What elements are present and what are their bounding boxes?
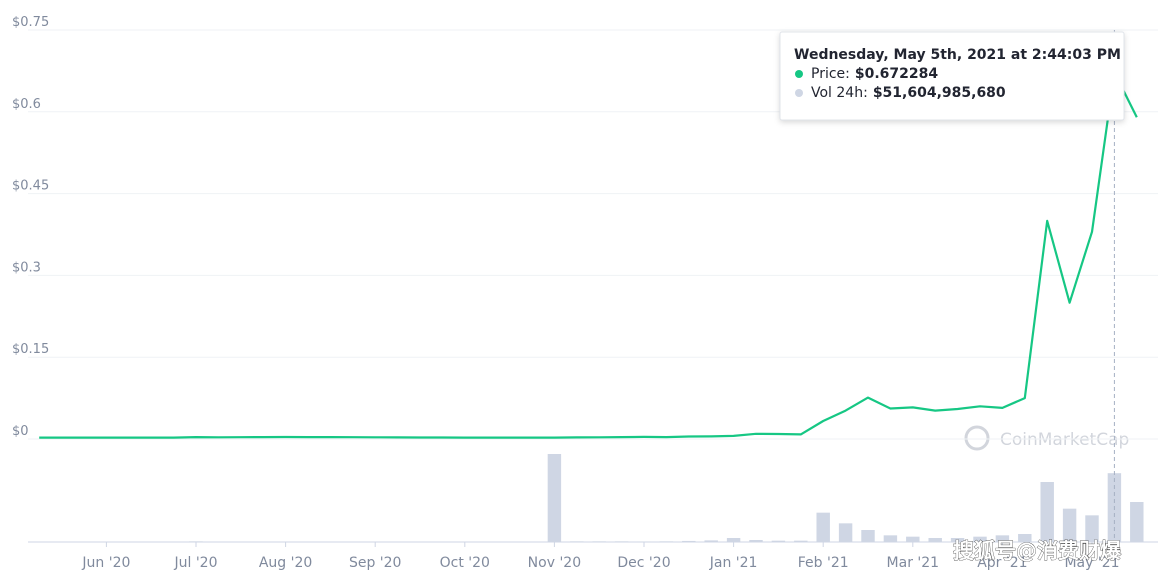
volume-bar xyxy=(614,541,629,542)
volume-bar xyxy=(771,540,786,542)
volume-bar xyxy=(861,530,875,542)
y-tick-label: $0.3 xyxy=(12,260,41,275)
tooltip-dot xyxy=(795,89,803,97)
tooltip: Wednesday, May 5th, 2021 at 2:44:03 PM Pr… xyxy=(779,31,1125,121)
x-tick-label: Feb '21 xyxy=(798,555,849,571)
x-tick-label: Jun '20 xyxy=(81,555,130,571)
volume-bar xyxy=(659,541,674,542)
volume-bar xyxy=(637,541,651,542)
volume-bar xyxy=(704,540,718,542)
tooltip-box xyxy=(779,31,1125,121)
y-tick-label: $0.75 xyxy=(12,15,49,30)
volume-bar xyxy=(592,541,606,542)
watermark: CoinMarketCap xyxy=(964,425,1129,451)
volume-bar xyxy=(794,540,808,542)
volume-bar xyxy=(950,538,965,542)
volume-bar xyxy=(973,536,987,542)
x-tick-label: Mar '21 xyxy=(887,555,940,571)
x-tick-label: Sep '20 xyxy=(349,555,402,571)
y-tick-label: $0.15 xyxy=(12,342,49,357)
volume-bar xyxy=(570,541,584,542)
volume-bar xyxy=(682,540,696,542)
volume-bar xyxy=(749,540,763,542)
x-tick-label: Jan '21 xyxy=(709,555,758,571)
volume-bar xyxy=(906,536,920,542)
tooltip-value: $51,604,985,680 xyxy=(873,85,1006,101)
volume-bar xyxy=(547,454,562,542)
volume-bar xyxy=(1085,515,1099,542)
tooltip-dot xyxy=(795,70,803,78)
watermark-text: CoinMarketCap xyxy=(1000,430,1129,450)
volume-bar xyxy=(883,535,898,542)
y-tick-label: $0 xyxy=(12,424,29,439)
volume-bar xyxy=(1130,502,1144,542)
x-tick-label: Jul '20 xyxy=(173,555,217,571)
tooltip-row: Price: $0.672284 xyxy=(811,66,938,82)
volume-bar xyxy=(189,541,203,542)
x-tick-label: Nov '20 xyxy=(528,555,581,571)
tooltip-label: Price: xyxy=(811,66,850,82)
tooltip-label: Vol 24h: xyxy=(811,85,868,101)
volume-bar xyxy=(995,535,1010,542)
volume-bar xyxy=(1062,508,1077,542)
source-mark: 搜狐号@消费财爆 xyxy=(953,539,1122,563)
x-tick-label: May '21 xyxy=(1064,555,1119,571)
x-tick-label: Dec '20 xyxy=(617,555,670,571)
y-tick-label: $0.6 xyxy=(12,97,41,112)
volume-bar xyxy=(838,523,853,542)
y-tick-label: $0.45 xyxy=(12,179,49,194)
x-tick-label: Oct '20 xyxy=(440,555,490,571)
price-line xyxy=(39,71,1138,439)
x-tick-label: Aug '20 xyxy=(259,555,312,571)
watermark-logo xyxy=(964,425,990,451)
volume-bar xyxy=(1018,534,1032,542)
x-tick-label: Apr '21 xyxy=(977,555,1027,571)
volume-bar xyxy=(1040,482,1054,542)
tooltip-row: Vol 24h: $51,604,985,680 xyxy=(811,85,1006,101)
tooltip-title: Wednesday, May 5th, 2021 at 2:44:03 PM xyxy=(794,47,1121,63)
volume-bar xyxy=(928,538,942,542)
volume-bar xyxy=(726,538,741,542)
tooltip-value: $0.672284 xyxy=(855,66,939,82)
volume-bar xyxy=(816,512,830,542)
